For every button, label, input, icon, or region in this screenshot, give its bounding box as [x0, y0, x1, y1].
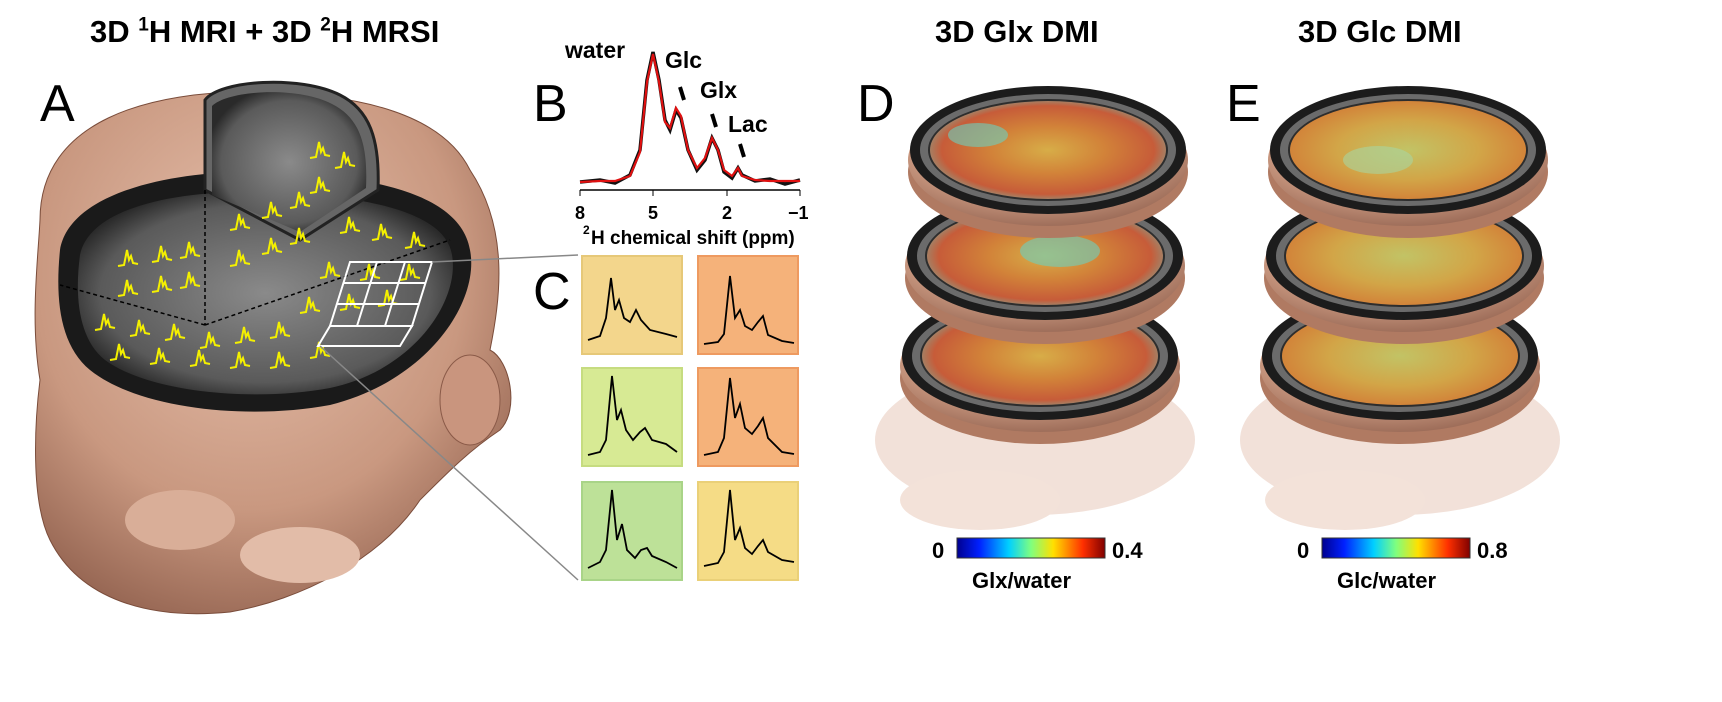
- voxel-spectrum: [697, 367, 799, 467]
- title-text: 3D: [90, 14, 139, 49]
- colorbar-e: 0 0.8 Glc/water: [1297, 537, 1508, 593]
- voxel-spectrum: [697, 255, 799, 355]
- fit-spectrum: [579, 53, 800, 184]
- voxel-box: [697, 481, 799, 581]
- peak-label-glc: Glc: [665, 47, 702, 73]
- voxel-box: [581, 367, 683, 467]
- tick-label: −1: [788, 203, 809, 223]
- panel-label-b: B: [533, 75, 568, 133]
- colorbar-max: 0.4: [1112, 538, 1143, 563]
- panel-a-title: 3D 1H MRI + 3D 2H MRSI: [90, 14, 439, 50]
- callout-lines: [319, 254, 579, 581]
- voxel-box: [697, 255, 799, 355]
- tick-label: 5: [648, 203, 658, 223]
- panel-label-c: C: [533, 263, 571, 321]
- peak-marker: [738, 143, 746, 158]
- voxel-grid: [316, 261, 434, 347]
- colorbar-label: Glx/water: [972, 568, 1071, 593]
- voxel-box: [581, 481, 683, 581]
- glc-slice: [1268, 86, 1548, 238]
- peak-label-glx: Glx: [700, 77, 737, 103]
- x-axis-label-sup: 2: [583, 223, 590, 237]
- colorbar-max: 0.8: [1477, 538, 1508, 563]
- colorbar-label: Glc/water: [1337, 568, 1436, 593]
- peak-marker: [678, 86, 686, 101]
- voxel-box: [581, 255, 683, 355]
- tick-label: 2: [722, 203, 732, 223]
- panel-d-title: 3D Glx DMI: [935, 14, 1099, 49]
- voxel-spectra-grid: [581, 255, 799, 581]
- x-axis-label: H chemical shift (ppm): [591, 228, 795, 249]
- peak-marker: [710, 113, 718, 128]
- title-sup: 1: [138, 14, 149, 36]
- panel-label-a: A: [40, 75, 75, 133]
- voxel-box: [697, 367, 799, 467]
- voxel-spectrum: [581, 367, 683, 467]
- glc-dmi-stack: [1240, 86, 1560, 530]
- voxel-spectrum: [697, 481, 799, 581]
- panel-label-d: D: [857, 75, 895, 133]
- glx-dmi-stack: [875, 86, 1195, 530]
- colorbar-min: 0: [932, 538, 944, 563]
- peak-label-lac: Lac: [728, 111, 768, 137]
- panel-label-e: E: [1226, 75, 1261, 133]
- title-sup: 2: [320, 14, 331, 36]
- panel-e-title: 3D Glc DMI: [1298, 14, 1462, 49]
- colorbar-d: 0 0.4 Glx/water: [932, 537, 1143, 593]
- spectrum-plot: water Glc Glx Lac 8 5 2 −1 2 H chemical …: [564, 37, 809, 249]
- title-text: H MRSI: [330, 14, 440, 49]
- voxel-spectrum: [581, 255, 683, 355]
- peak-label-water: water: [564, 37, 625, 63]
- title-text: H MRI + 3D: [148, 14, 321, 49]
- voxel-spectrum: [581, 481, 683, 581]
- tick-label: 8: [575, 203, 585, 223]
- glx-slice: [908, 86, 1188, 238]
- colorbar-min: 0: [1297, 538, 1309, 563]
- mri-brain-cut: [58, 80, 472, 412]
